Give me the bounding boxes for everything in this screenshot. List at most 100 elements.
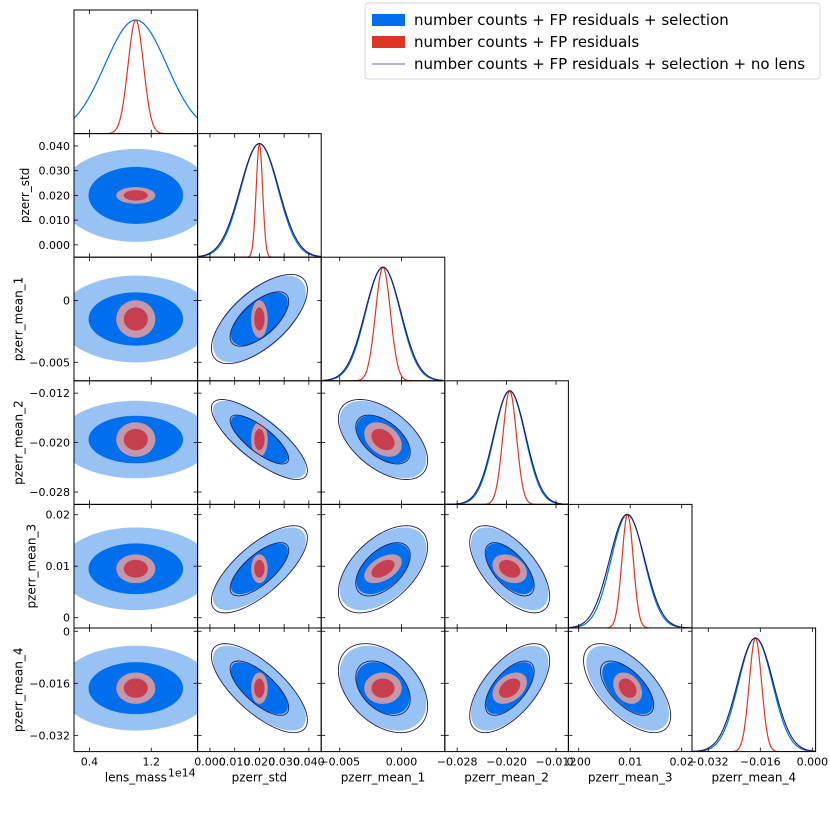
x-tick-label-pzerr_mean_3: 0.02 [669,756,694,769]
legend-swatch-1 [372,14,405,26]
panel-pzerr_mean_4-vs-pzerr_mean_1 [320,627,446,753]
contour-pzerr_mean_2-vs-lens_mass-series-2-1sigma [123,428,148,451]
marginal-curve-pzerr_mean_3-series-3 [568,513,693,628]
y-axis-label-pzerr_mean_2: pzerr_mean_2 [11,400,25,485]
panel-pzerr_mean_4-vs-pzerr_mean_3 [567,627,693,753]
marginal-curve-pzerr_mean_3-series-2 [568,513,692,628]
y-tick-label-pzerr_mean_2: −0.012 [29,387,70,400]
contour-pzerr_mean_4-vs-pzerr_mean_2-series-3-2sigma [469,643,551,734]
panel-pzerr_mean_3-vs-pzerr_mean_2 [444,503,569,629]
panel-content [469,525,551,614]
panel-frame [320,256,446,382]
y-tick-label-pzerr_mean_4: −0.016 [29,677,70,690]
panel-pzerr_mean_4-vs-pzerr_mean_2 [444,627,569,753]
panel-pzerr_mean_1-vs-pzerr_mean_1 [320,256,446,382]
x-axis-label-pzerr_mean_1: pzerr_mean_1 [341,771,426,785]
x-tick-label-pzerr_mean_3: 0.01 [618,756,643,769]
panel-content [74,148,198,242]
legend-frame [364,2,821,80]
x-axis-offset-text: 1e14 [168,767,196,780]
panel-content [583,643,672,734]
y-tick-label-pzerr_std: 0.020 [39,189,71,202]
panel-content [74,400,198,479]
contour-pzerr_mean_1-vs-pzerr_std-series-2-1sigma [254,307,265,331]
x-tick-label-pzerr_mean_4: 0.000 [797,756,829,769]
contour-pzerr_mean_2-vs-pzerr_std-series-2-1sigma [254,428,265,451]
legend-label-3: number counts + FP residuals + selection… [414,55,805,73]
contour-pzerr_mean_3-vs-pzerr_mean_1-series-2-1sigma [371,559,395,578]
panel-content [210,525,308,614]
x-tick-label-lens_mass: 1.2 [143,756,161,769]
panel-content [692,637,816,752]
legend: number counts + FP residuals + selection… [364,2,821,80]
x-tick-label-pzerr_mean_4: −0.032 [688,756,729,769]
marginal-curve-pzerr_mean_1-series-3 [321,266,445,381]
legend-label-1: number counts + FP residuals + selection [414,11,729,29]
panel-content [210,399,308,480]
x-tick-label-pzerr_mean_1: 0.000 [386,756,418,769]
panel-frame [73,9,199,135]
marginal-curve-lens_mass-series-1 [74,19,198,119]
contour-pzerr_mean_2-vs-pzerr_std-series-3-1sigma [229,414,290,465]
contour-pzerr_mean_3-vs-lens_mass-series-2-1sigma [123,559,148,578]
contour-pzerr_mean_1-vs-lens_mass-series-2-1sigma [123,307,148,331]
marginal-curve-lens_mass-series-2 [74,19,198,134]
panel-pzerr_std-vs-lens_mass [73,133,199,258]
contour-pzerr_mean_4-vs-pzerr_mean_3-series-2-1sigma [618,678,637,698]
marginal-curve-pzerr_std-series-1 [197,142,322,258]
panel-lens_mass-vs-lens_mass [73,9,199,135]
x-tick-label-pzerr_std: 0.000 [194,756,226,769]
x-axis-label-pzerr_std: pzerr_std [232,771,288,785]
contour-pzerr_mean_4-vs-pzerr_mean_2-series-3-1sigma [484,660,535,716]
marginal-curve-pzerr_mean_3-series-1 [568,513,693,628]
contour-pzerr_std-vs-lens_mass-series-2-1sigma [123,190,148,201]
contour-pzerr_mean_3-vs-pzerr_std-series-3-2sigma [210,525,308,614]
y-tick-label-pzerr_std: 0.000 [39,239,71,252]
panel-content [337,643,429,734]
panel-content [74,275,198,363]
y-tick-label-pzerr_mean_3: 0.02 [46,509,71,522]
marginal-curve-pzerr_std-series-2 [197,143,322,258]
panel-pzerr_mean_3-vs-lens_mass [73,503,199,629]
contour-pzerr_mean_4-vs-pzerr_mean_2-series-2-1sigma [499,678,521,698]
contour-pzerr_mean_1-vs-pzerr_std-series-3-2sigma [210,273,308,365]
marginal-curve-pzerr_mean_4-series-3 [692,637,816,752]
y-tick-label-pzerr_mean_3: 0.01 [46,560,71,573]
x-tick-label-pzerr_mean_4: −0.016 [740,756,781,769]
contour-pzerr_mean_2-vs-pzerr_mean_1-series-3-2sigma [337,399,429,480]
x-tick-label-pzerr_mean_2: −0.012 [536,756,577,769]
y-tick-label-pzerr_mean_1: −0.005 [29,356,70,369]
contour-pzerr_mean_3-vs-pzerr_mean_2-series-3-2sigma [469,525,551,614]
legend-label-2: number counts + FP residuals [414,33,639,51]
y-axis-label-pzerr_std: pzerr_std [18,168,32,224]
panel-pzerr_mean_2-vs-pzerr_mean_2 [444,380,569,505]
x-axis-label-pzerr_mean_4: pzerr_mean_4 [711,771,796,785]
contour-pzerr_mean_3-vs-pzerr_std-series-2-1sigma [254,559,265,578]
panel-content [469,643,551,734]
panel-pzerr_std-vs-pzerr_std [197,133,322,258]
x-tick-label-pzerr_std: 0.010 [219,756,251,769]
contour-pzerr_mean_3-vs-pzerr_mean_2-series-3-1sigma [484,542,535,597]
y-tick-label-pzerr_mean_4: 0 [63,625,70,638]
panel-pzerr_mean_3-vs-pzerr_mean_3 [567,503,693,629]
legend-swatch-2 [372,36,405,48]
marginal-curve-pzerr_std-series-3 [197,143,322,258]
y-tick-label-pzerr_mean_2: −0.028 [29,486,70,499]
marginal-curve-pzerr_mean_4-series-2 [692,637,816,752]
panel-pzerr_mean_1-vs-pzerr_std [197,256,322,382]
panel-pzerr_mean_2-vs-pzerr_std [197,380,322,505]
contour-pzerr_mean_4-vs-pzerr_mean_3-series-3-1sigma [600,660,655,716]
panel-content [337,399,429,480]
panel-content [444,389,569,505]
contour-pzerr_mean_4-vs-pzerr_std-series-3-1sigma [229,660,290,716]
contour-pzerr_mean_3-vs-pzerr_mean_2-series-2-1sigma [499,559,521,578]
y-tick-label-pzerr_mean_3: 0 [63,612,70,625]
y-tick-label-pzerr_std: 0.040 [39,140,71,153]
x-tick-label-pzerr_mean_1: −0.005 [319,756,360,769]
marginal-curve-pzerr_mean_2-series-2 [444,389,569,505]
x-tick-label-pzerr_std: 0.040 [293,756,325,769]
panel-content [74,19,198,134]
panel-pzerr_mean_3-vs-pzerr_mean_1 [320,503,446,629]
